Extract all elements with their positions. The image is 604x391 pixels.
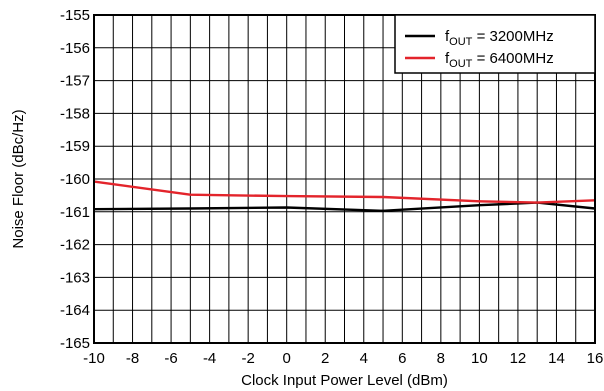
y-tick-label: -165 xyxy=(60,335,90,352)
legend-label: fOUT = 6400MHz xyxy=(445,50,554,70)
y-tick-label: -156 xyxy=(60,40,90,57)
x-tick-label: -10 xyxy=(83,350,105,367)
x-tick-label: 12 xyxy=(510,350,527,367)
y-tick-label: -163 xyxy=(60,269,90,286)
x-tick-label: 8 xyxy=(437,350,445,367)
series-layer xyxy=(93,180,596,213)
y-tick-label: -164 xyxy=(60,302,90,319)
y-axis-title: Noise Floor (dBc/Hz) xyxy=(10,109,27,248)
series-line-2 xyxy=(93,180,596,204)
grid-lines xyxy=(94,15,595,343)
y-tick-label: -157 xyxy=(60,73,90,90)
legend-box xyxy=(394,14,596,74)
x-tick-label: 0 xyxy=(283,350,291,367)
x-tick-labels: -10 -8 -6 -4 -2 0 2 4 6 8 10 12 14 16 xyxy=(83,350,603,367)
x-tick-label: -6 xyxy=(164,350,177,367)
x-tick-label: 14 xyxy=(548,350,565,367)
y-tick-labels: -155 -156 -157 -158 -159 -160 -161 -162 -163 -164… xyxy=(60,7,90,352)
x-tick-label: -4 xyxy=(203,350,216,367)
x-axis-title: Clock Input Power Level (dBm) xyxy=(241,372,448,389)
y-tick-label: -162 xyxy=(60,237,90,254)
y-tick-label: -159 xyxy=(60,138,90,155)
y-tick-label: -161 xyxy=(60,204,90,221)
x-tick-label: 2 xyxy=(321,350,329,367)
x-tick-label: 4 xyxy=(360,350,368,367)
x-tick-label: -8 xyxy=(126,350,139,367)
y-tick-label: -160 xyxy=(60,171,90,188)
x-tick-label: 6 xyxy=(398,350,406,367)
legend-label: fOUT = 3200MHz xyxy=(445,28,554,48)
y-tick-label: -158 xyxy=(60,105,90,122)
y-tick-label: -155 xyxy=(60,7,90,24)
plot-frame xyxy=(93,14,596,344)
x-tick-label: 10 xyxy=(471,350,488,367)
x-tick-label: 16 xyxy=(587,350,604,367)
x-tick-label: -2 xyxy=(241,350,254,367)
